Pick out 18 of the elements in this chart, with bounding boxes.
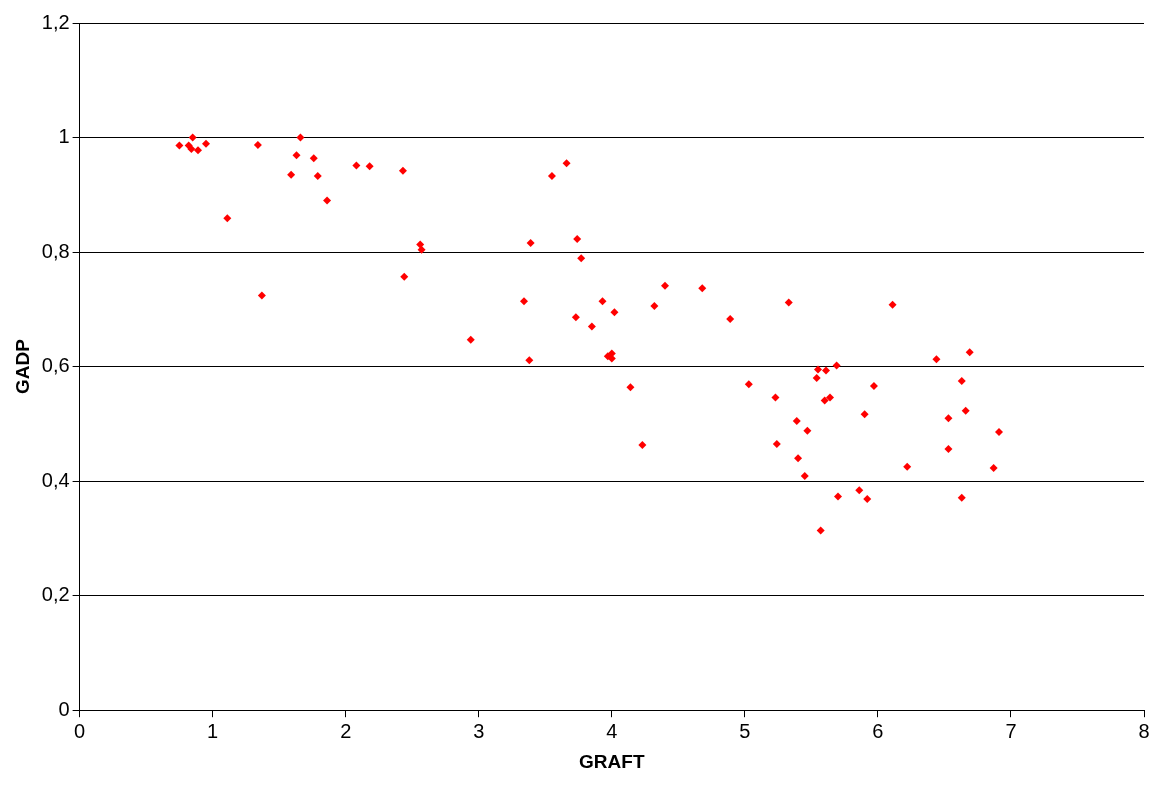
x-tick-label: 5 [739,719,751,742]
x-tick-label: 0 [74,719,86,742]
y-tick-label: 0 [58,697,70,720]
y-tick-label: 0,8 [41,239,70,262]
x-tick-label: 4 [606,719,618,742]
y-tick-label: 1,2 [41,10,70,33]
y-tick-label: 0,6 [41,354,70,377]
x-tick-label: 8 [1138,719,1150,742]
x-tick-label: 7 [1005,719,1017,742]
y-axis-title: GADP [11,338,33,395]
x-tick-label: 2 [340,719,352,742]
y-tick-label: 0,4 [41,468,70,491]
x-tick-label: 6 [872,719,884,742]
x-tick-label: 3 [473,719,485,742]
x-tick-label: 1 [207,719,219,742]
y-tick-label: 1 [58,125,70,148]
x-axis-title: GRAFT [579,750,645,772]
y-tick-label: 0,2 [41,583,70,606]
